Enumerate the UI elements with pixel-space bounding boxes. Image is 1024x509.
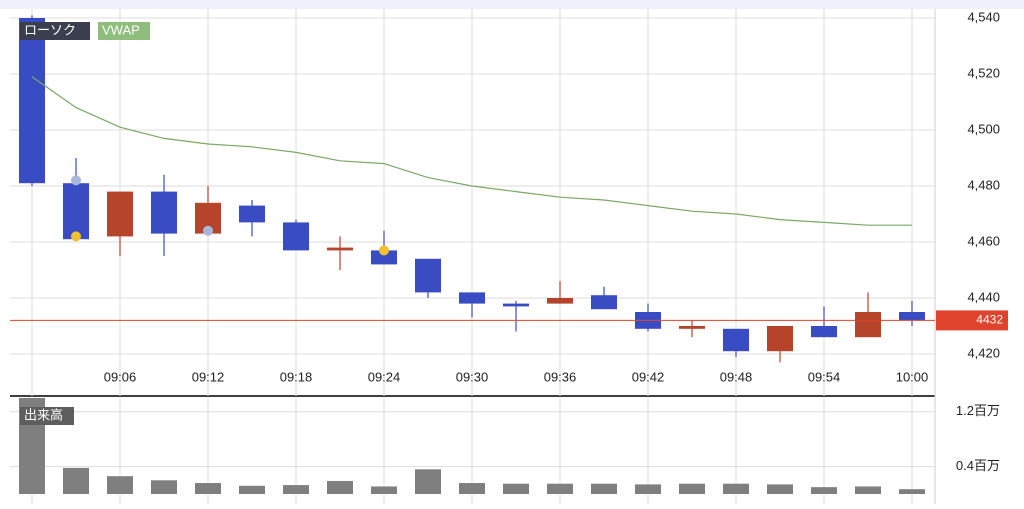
x-tick-label: 09:54 [808, 369, 841, 384]
last-price-label: 4432 [976, 313, 1003, 327]
y-tick-label: 1.2百万 [956, 403, 1000, 418]
volume-bar [767, 484, 793, 494]
x-tick-label: 09:36 [544, 369, 577, 384]
signal-marker [71, 231, 81, 242]
volume-bar [635, 484, 661, 494]
x-tick-label: 09:18 [280, 369, 313, 384]
volume-bar [855, 486, 881, 494]
signal-marker [71, 175, 81, 186]
volume-bar [811, 487, 837, 494]
legend-candle: ローソク [24, 22, 76, 37]
y-tick-label: 4,520 [967, 65, 1000, 80]
legend-vwap-box [98, 22, 150, 40]
y-tick-label: 4,420 [967, 345, 1000, 360]
y-tick-label: 4,440 [967, 289, 1000, 304]
candle-body [327, 247, 353, 251]
x-tick-label: 09:06 [104, 369, 137, 384]
candle-body [239, 205, 265, 223]
candle-body [811, 326, 837, 338]
volume-bar [459, 483, 485, 494]
candle-body [63, 183, 89, 240]
top-strip [0, 0, 1024, 9]
candle-body [19, 18, 45, 184]
volume-bar [415, 469, 441, 494]
volume-bar [723, 483, 749, 494]
volume-bar [151, 480, 177, 494]
candle-body [415, 258, 441, 293]
candle-body [679, 326, 705, 329]
legend-candle-box [20, 22, 90, 40]
volume-bar [63, 467, 89, 494]
x-tick-label: 09:30 [456, 369, 489, 384]
vwap-line [31, 76, 912, 226]
candle-body [283, 222, 309, 251]
volume-bar [899, 489, 925, 494]
candle-body [371, 250, 397, 265]
volume-bar [547, 483, 573, 494]
candle-body [459, 292, 485, 304]
candle-body [547, 298, 573, 304]
candle-body [899, 312, 925, 321]
volume-bar [591, 483, 617, 494]
volume-bar [283, 485, 309, 494]
y-tick-label: 4,460 [967, 233, 1000, 248]
y-tick-label: 4,480 [967, 177, 1000, 192]
volume-bar [371, 486, 397, 494]
legend-vwap: VWAP [102, 22, 140, 37]
candle-body [151, 191, 177, 234]
volume-bar [107, 476, 133, 494]
x-tick-label: 09:48 [720, 369, 753, 384]
signal-marker [379, 245, 389, 256]
x-tick-label: 10:00 [896, 369, 929, 384]
candle-body [723, 328, 749, 352]
candle-body [855, 312, 881, 338]
y-tick-label: 4,540 [967, 9, 1000, 24]
volume-title: 出来高 [24, 407, 63, 422]
x-tick-label: 09:12 [192, 369, 225, 384]
candle-body [591, 295, 617, 310]
candle-body [767, 326, 793, 352]
volume-title-box [20, 407, 74, 425]
candle-body [503, 303, 529, 307]
volume-bar [503, 483, 529, 494]
signal-marker [203, 225, 213, 236]
volume-bar [195, 483, 221, 494]
x-tick-label: 09:42 [632, 369, 665, 384]
candle-body [107, 191, 133, 237]
x-tick-label: 09:24 [368, 369, 401, 384]
volume-bar [239, 485, 265, 494]
last-price-box [936, 310, 1008, 331]
volume-bar [327, 480, 353, 494]
y-tick-label: 4,500 [967, 121, 1000, 136]
volume-bar [679, 483, 705, 494]
y-tick-label: 0.4百万 [956, 458, 1000, 473]
